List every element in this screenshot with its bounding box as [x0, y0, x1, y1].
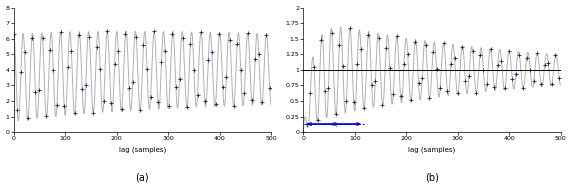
Text: (b): (b) [425, 172, 439, 182]
Text: (a): (a) [136, 172, 149, 182]
X-axis label: lag (samples): lag (samples) [408, 147, 455, 153]
X-axis label: lag (samples): lag (samples) [119, 147, 166, 153]
Text: $\alpha_f$: $\alpha_f$ [331, 121, 340, 130]
